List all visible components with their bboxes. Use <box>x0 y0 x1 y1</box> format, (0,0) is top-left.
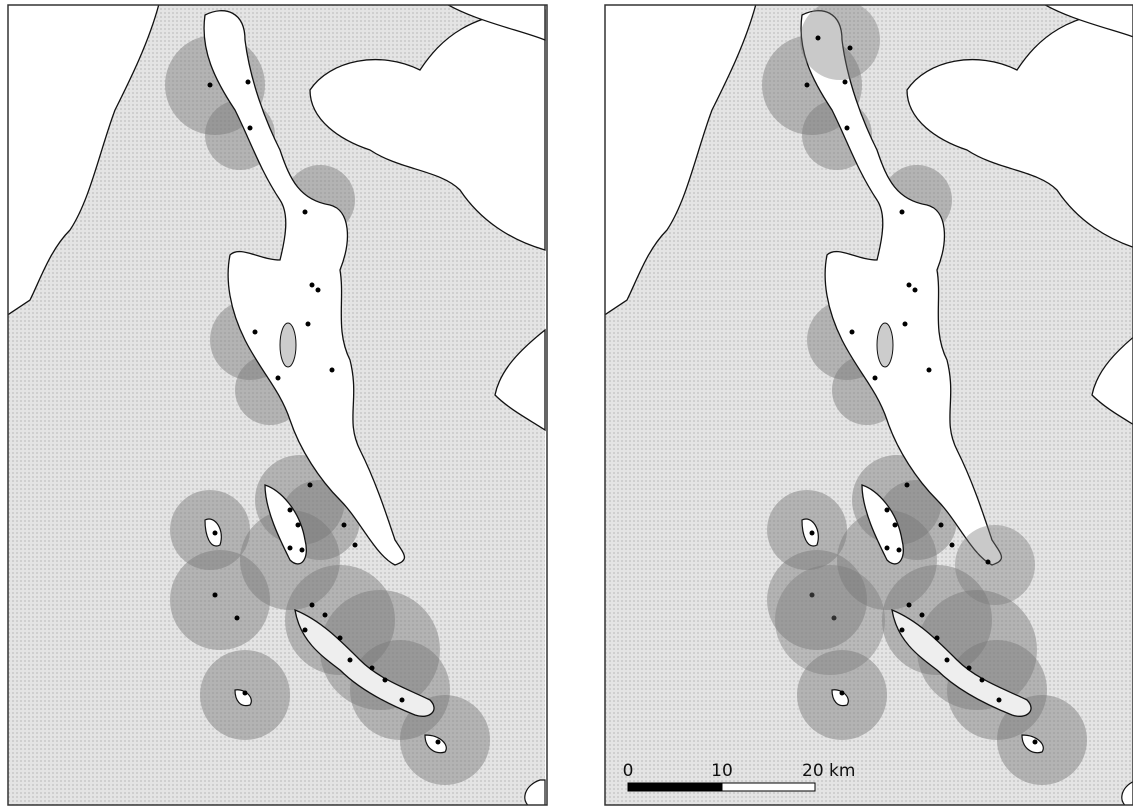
panel-frame <box>604 4 1133 806</box>
scale-label: 20 km <box>802 761 855 781</box>
scale-bar: 0 10 20 km <box>623 761 855 792</box>
scale-segment <box>627 782 723 792</box>
map-panel-right <box>605 5 1133 805</box>
panel-frame <box>7 4 548 806</box>
scale-label: 10 <box>711 761 733 781</box>
scale-label: 0 <box>623 761 634 781</box>
scale-segment <box>721 782 816 792</box>
map-panel-left <box>8 5 546 805</box>
